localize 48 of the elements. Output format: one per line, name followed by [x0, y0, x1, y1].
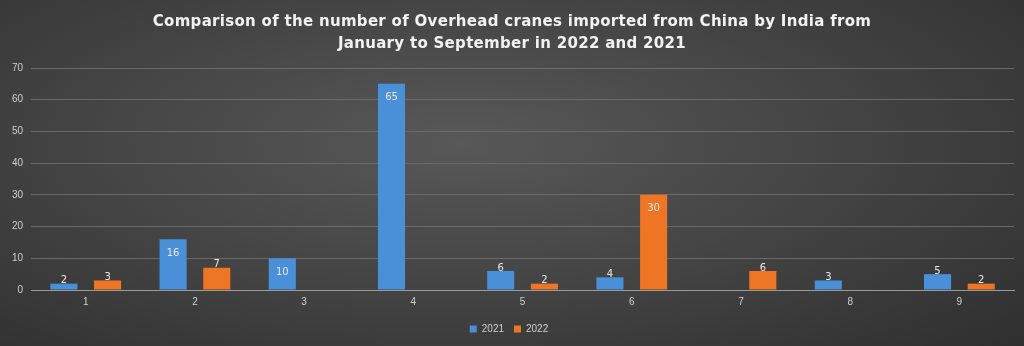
- bar: [924, 274, 952, 290]
- data-label: 30: [647, 202, 660, 214]
- bar: [596, 277, 624, 290]
- data-label: 3: [104, 271, 111, 283]
- y-tick-label: 30: [12, 188, 24, 200]
- x-tick-label: 6: [628, 295, 635, 307]
- chart-title: Comparison of the number of Overhead cranes imported from China by India from January to September in 2022 and 2021: [151, 11, 873, 54]
- x-tick-label: 4: [410, 295, 417, 307]
- bar: [640, 194, 668, 290]
- y-tick-label: 10: [12, 252, 24, 264]
- data-label: 16: [166, 246, 180, 258]
- x-tick-label: 7: [738, 295, 745, 307]
- x-tick-label: 2: [192, 295, 199, 307]
- legend-label: 2021: [481, 322, 505, 334]
- data-label: 3: [825, 271, 832, 283]
- bar: [268, 258, 296, 290]
- x-tick-label: 5: [519, 295, 526, 307]
- y-tick-label: 50: [12, 125, 24, 137]
- bar: [530, 283, 558, 290]
- bar: [814, 280, 842, 290]
- data-label: 65: [385, 91, 398, 103]
- data-label: 6: [497, 261, 504, 273]
- y-tick-label: 20: [12, 220, 24, 232]
- data-label: 2: [541, 274, 548, 286]
- y-tick-label: 60: [12, 93, 24, 105]
- x-tick-label: 1: [82, 295, 89, 307]
- data-label: 7: [213, 258, 220, 270]
- bar: [159, 239, 187, 290]
- bar: [377, 83, 406, 290]
- data-label: 6: [759, 261, 767, 273]
- data-label: 10: [275, 265, 289, 277]
- bar: [487, 270, 515, 290]
- bar: [50, 283, 78, 290]
- legend-label: 2022: [526, 322, 549, 334]
- x-tick-label: 9: [956, 295, 963, 307]
- y-tick-label: 70: [12, 61, 24, 73]
- bar: [203, 267, 231, 290]
- x-tick-label: 3: [301, 295, 308, 307]
- bar: [749, 270, 777, 290]
- bar: [94, 280, 122, 290]
- data-label: 4: [606, 267, 614, 279]
- y-tick-label: 0: [17, 283, 24, 295]
- data-label: 5: [934, 264, 941, 276]
- y-tick-label: 40: [12, 156, 24, 168]
- x-tick-label: 8: [847, 295, 854, 307]
- data-label: 2: [60, 274, 68, 286]
- bar: [967, 283, 995, 290]
- data-label: 2: [978, 274, 985, 286]
